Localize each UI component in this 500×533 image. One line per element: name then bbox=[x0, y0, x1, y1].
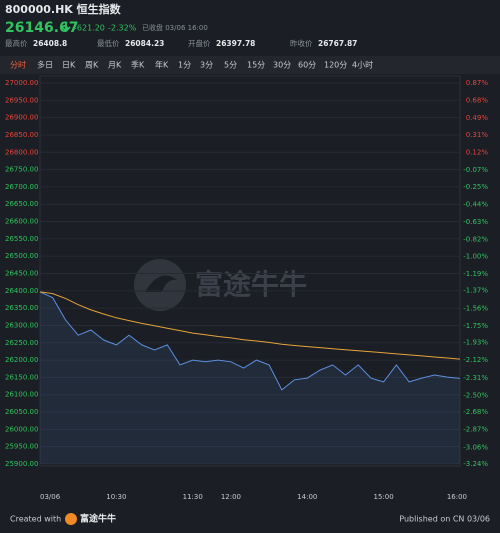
footer-brand: 富途牛牛 bbox=[80, 513, 116, 525]
tab[interactable]: 120分 bbox=[324, 61, 347, 70]
y2-tick-label: 0.49% bbox=[466, 114, 489, 122]
tab[interactable]: 5分 bbox=[224, 61, 237, 70]
tab[interactable]: 1分 bbox=[178, 61, 191, 70]
y-tick-label: 26250.00 bbox=[5, 339, 38, 347]
y2-tick-label: -2.12% bbox=[463, 356, 488, 364]
footer-created: Created with bbox=[10, 515, 61, 524]
y2-tick-label: -1.00% bbox=[463, 252, 488, 260]
y-tick-label: 25950.00 bbox=[5, 443, 38, 451]
watermark-logo bbox=[134, 259, 186, 311]
y2-tick-label: -2.50% bbox=[463, 391, 488, 399]
y2-tick-label: -1.19% bbox=[463, 270, 488, 278]
average-line bbox=[39, 291, 461, 360]
tab[interactable]: 4小时 bbox=[352, 60, 373, 70]
y-tick-label: 26050.00 bbox=[5, 408, 38, 416]
change: -621.20 bbox=[74, 24, 105, 33]
watermark: 富途牛牛 bbox=[195, 268, 307, 301]
y2-tick-label: -0.07% bbox=[463, 166, 488, 174]
y2-tick-label: -0.82% bbox=[463, 236, 488, 244]
tab[interactable]: 季K bbox=[131, 60, 145, 70]
y2-tick-label: -1.37% bbox=[463, 287, 488, 295]
y-tick-label: 25900.00 bbox=[5, 460, 38, 468]
plot-frame bbox=[39, 75, 461, 467]
x-tick-label: 16:00 bbox=[447, 493, 467, 501]
y-tick-label: 26500.00 bbox=[5, 252, 38, 260]
y-tick-label: 26950.00 bbox=[5, 96, 38, 104]
stat-value: 26084.23 bbox=[125, 39, 164, 48]
y2-tick-label: 0.87% bbox=[466, 79, 489, 87]
x-tick-label: 12:00 bbox=[221, 493, 241, 501]
y-tick-label: 26000.00 bbox=[5, 425, 38, 433]
tab[interactable]: 日K bbox=[62, 61, 76, 70]
tab[interactable]: 多日 bbox=[37, 60, 53, 70]
tab[interactable]: 15分 bbox=[247, 61, 265, 70]
tab[interactable]: 月K bbox=[108, 61, 122, 70]
y-tick-label: 26200.00 bbox=[5, 356, 38, 364]
y2-tick-label: -3.24% bbox=[463, 460, 488, 468]
tab[interactable]: 分时 bbox=[10, 60, 26, 70]
y-tick-label: 26350.00 bbox=[5, 304, 38, 312]
title: 800000.HK 恒生指数 bbox=[5, 2, 122, 16]
y2-tick-label: -3.06% bbox=[463, 443, 488, 451]
y-tick-label: 26600.00 bbox=[5, 218, 38, 226]
y2-tick-label: -1.75% bbox=[463, 322, 488, 330]
y-tick-label: 26650.00 bbox=[5, 200, 38, 208]
y-tick-label: 26100.00 bbox=[5, 391, 38, 399]
y2-tick-label: -0.63% bbox=[463, 218, 488, 226]
stat-value: 26397.78 bbox=[216, 39, 255, 48]
y-tick-label: 26550.00 bbox=[5, 235, 38, 243]
stat-label: 最低价 bbox=[97, 38, 120, 48]
tab[interactable]: 周K bbox=[85, 61, 99, 70]
y2-tick-label: -1.56% bbox=[463, 304, 488, 312]
x-tick-label: 10:30 bbox=[106, 493, 126, 501]
tab[interactable]: 30分 bbox=[273, 61, 291, 70]
tab[interactable]: 3分 bbox=[200, 61, 213, 70]
x-tick-label: 11:30 bbox=[183, 493, 203, 501]
stat-value: 26767.87 bbox=[318, 39, 357, 48]
footer-logo bbox=[65, 513, 77, 525]
price: 26146.67 bbox=[5, 20, 79, 36]
y2-tick-label: 0.12% bbox=[466, 149, 489, 157]
down-arrow bbox=[61, 22, 71, 33]
y-tick-label: 26700.00 bbox=[5, 183, 38, 191]
stat-label: 最高价 bbox=[5, 38, 28, 48]
y-tick-label: 26750.00 bbox=[5, 166, 38, 174]
y2-tick-label: -0.44% bbox=[463, 200, 488, 208]
y2-tick-label: 0.68% bbox=[466, 97, 489, 105]
y2-tick-label: -2.87% bbox=[463, 426, 488, 434]
y2-tick-label: -1.93% bbox=[463, 339, 488, 347]
footer-published: Published on CN 03/06 bbox=[399, 515, 490, 524]
tab[interactable]: 年K bbox=[155, 60, 169, 70]
y2-tick-label: -0.25% bbox=[463, 183, 488, 191]
x-tick-label: 14:00 bbox=[297, 493, 317, 501]
y2-tick-label: -2.31% bbox=[463, 374, 488, 382]
tab[interactable]: 60分 bbox=[298, 61, 316, 70]
y2-tick-label: -2.68% bbox=[463, 408, 488, 416]
tab-bar bbox=[0, 56, 500, 74]
y-tick-label: 26450.00 bbox=[5, 270, 38, 278]
change-pct: -2.32% bbox=[108, 24, 137, 33]
x-tick-label: 15:00 bbox=[374, 493, 394, 501]
y-tick-label: 26300.00 bbox=[5, 321, 38, 329]
y2-tick-label: 0.31% bbox=[466, 131, 489, 139]
stat-label: 开盘价 bbox=[188, 38, 211, 48]
y-tick-label: 26850.00 bbox=[5, 131, 38, 139]
y-tick-label: 26900.00 bbox=[5, 114, 38, 122]
price-area bbox=[40, 291, 460, 464]
y-tick-label: 26400.00 bbox=[5, 287, 38, 295]
price-line bbox=[39, 291, 461, 391]
x-tick-label: 03/06 bbox=[40, 493, 61, 501]
y-tick-label: 26800.00 bbox=[5, 148, 38, 156]
stat-value: 26408.8 bbox=[33, 39, 67, 48]
y-tick-label: 27000.00 bbox=[5, 79, 38, 87]
y-tick-label: 26150.00 bbox=[5, 373, 38, 381]
stat-label: 昨收价 bbox=[290, 38, 313, 48]
status: 已收盘 03/06 16:00 bbox=[142, 23, 208, 32]
